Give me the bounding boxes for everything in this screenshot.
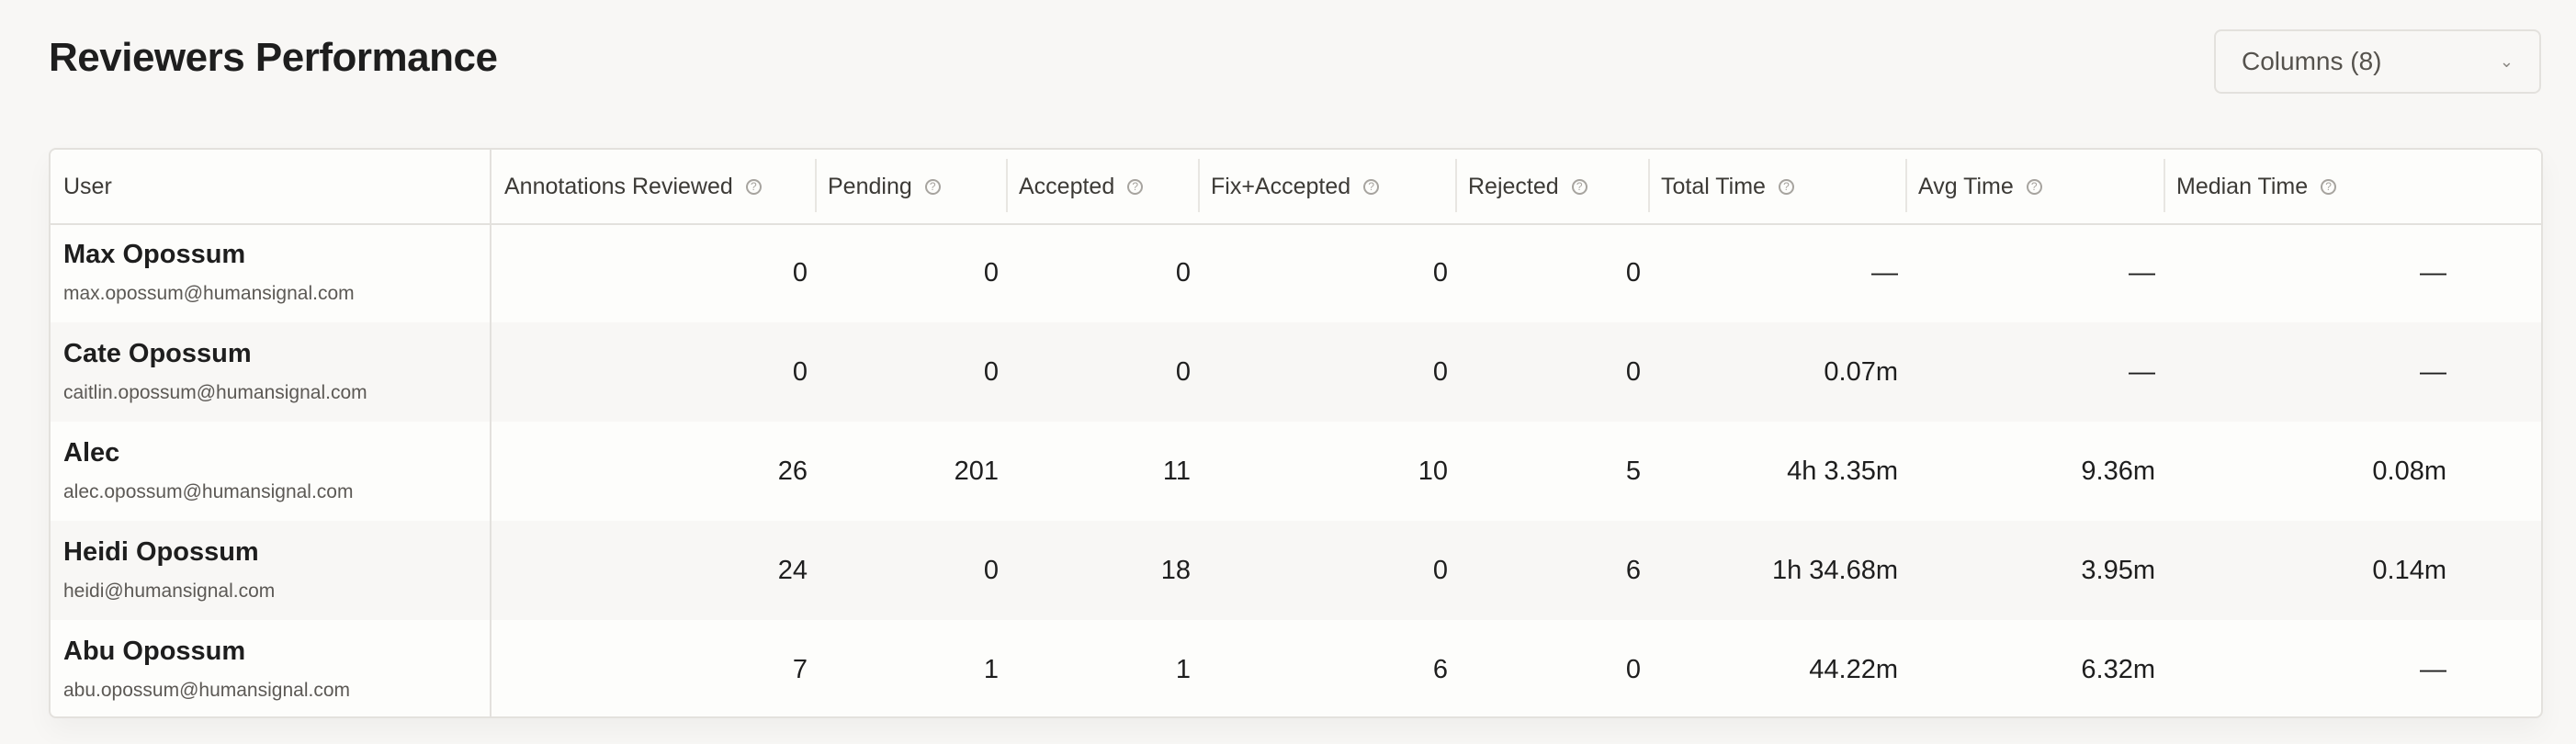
cell-pending: 1 bbox=[983, 654, 999, 684]
cell-rejected: 0 bbox=[1625, 356, 1641, 387]
table-row: Abu Opossum abu.opossum@humansignal.com 7 1… bbox=[51, 620, 2541, 716]
help-icon[interactable]: ? bbox=[745, 178, 762, 195]
help-icon[interactable]: ? bbox=[1363, 178, 1380, 195]
column-header-accepted[interactable]: Accepted? bbox=[1006, 150, 1144, 223]
cell-total-time: — bbox=[1871, 257, 1898, 287]
column-divider bbox=[490, 150, 491, 716]
table-row: Alec alec.opossum@humansignal.com 26 201 11 1… bbox=[51, 422, 2541, 521]
cell-avg-time: 6.32m bbox=[2081, 654, 2155, 684]
cell-total-time: 44.22m bbox=[1809, 654, 1898, 684]
column-header-rejected[interactable]: Rejected? bbox=[1455, 150, 1587, 223]
user-name: Cate Opossum bbox=[63, 339, 252, 368]
cell-fix-accepted: 6 bbox=[1432, 654, 1448, 684]
column-header-label: Avg Time bbox=[1918, 173, 2014, 199]
cell-rejected: 0 bbox=[1625, 654, 1641, 684]
user-cell: Heidi Opossum heidi@humansignal.com bbox=[63, 537, 275, 603]
cell-avg-time: — bbox=[2129, 257, 2155, 287]
user-email: alec.opossum@humansignal.com bbox=[63, 481, 354, 502]
table-row: Max Opossum max.opossum@humansignal.com 0 0… bbox=[51, 223, 2541, 322]
help-icon[interactable]: ? bbox=[1127, 178, 1144, 195]
cell-median-time: — bbox=[2420, 356, 2446, 387]
columns-dropdown-button[interactable]: Columns (8) ⌄ bbox=[2214, 29, 2541, 94]
column-header-annotations-reviewed[interactable]: Annotations Reviewed? bbox=[491, 150, 762, 223]
cell-accepted: 18 bbox=[1160, 555, 1191, 585]
cell-accepted: 0 bbox=[1175, 356, 1191, 387]
column-header-label: Rejected bbox=[1468, 173, 1559, 199]
cell-fix-accepted: 0 bbox=[1432, 356, 1448, 387]
cell-rejected: 0 bbox=[1625, 257, 1641, 287]
cell-fix-accepted: 0 bbox=[1432, 555, 1448, 585]
cell-accepted: 1 bbox=[1175, 654, 1191, 684]
column-header-label: Total Time bbox=[1661, 173, 1766, 199]
chevron-down-icon: ⌄ bbox=[2499, 51, 2514, 71]
cell-avg-time: — bbox=[2129, 356, 2155, 387]
help-icon[interactable]: ? bbox=[2026, 178, 2042, 195]
column-header-label: Median Time bbox=[2176, 173, 2309, 199]
cell-total-time: 0.07m bbox=[1824, 356, 1898, 387]
help-icon[interactable]: ? bbox=[1571, 178, 1587, 195]
column-header-label: Annotations Reviewed bbox=[504, 173, 733, 199]
cell-median-time: — bbox=[2420, 257, 2446, 287]
cell-total-time: 4h 3.35m bbox=[1787, 456, 1898, 486]
cell-avg-time: 3.95m bbox=[2081, 555, 2155, 585]
column-header-pending[interactable]: Pending? bbox=[815, 150, 941, 223]
cell-annotations-reviewed: 7 bbox=[792, 654, 808, 684]
cell-accepted: 11 bbox=[1162, 456, 1191, 486]
cell-rejected: 5 bbox=[1625, 456, 1641, 486]
user-email: max.opossum@humansignal.com bbox=[63, 283, 355, 304]
user-cell: Cate Opossum caitlin.opossum@humansignal.… bbox=[63, 339, 367, 404]
column-header-user[interactable]: User bbox=[51, 150, 112, 223]
cell-accepted: 0 bbox=[1175, 257, 1191, 287]
help-icon[interactable]: ? bbox=[1778, 178, 1794, 195]
cell-annotations-reviewed: 0 bbox=[792, 356, 808, 387]
table-header: User Annotations Reviewed? Pending? Accepte… bbox=[51, 150, 2541, 225]
table-row: Heidi Opossum heidi@humansignal.com 24 0 18 0… bbox=[51, 521, 2541, 620]
cell-median-time: 0.08m bbox=[2372, 456, 2446, 486]
column-header-total-time[interactable]: Total Time? bbox=[1648, 150, 1794, 223]
reviewers-table: User Annotations Reviewed? Pending? Accepte… bbox=[49, 148, 2543, 718]
column-header-fix-accepted[interactable]: Fix+Accepted? bbox=[1198, 150, 1380, 223]
user-email: abu.opossum@humansignal.com bbox=[63, 680, 350, 701]
cell-annotations-reviewed: 24 bbox=[777, 555, 808, 585]
columns-button-label: Columns (8) bbox=[2242, 47, 2382, 75]
cell-annotations-reviewed: 0 bbox=[792, 257, 808, 287]
user-email: heidi@humansignal.com bbox=[63, 581, 276, 602]
cell-median-time: — bbox=[2420, 654, 2446, 684]
user-cell: Alec alec.opossum@humansignal.com bbox=[63, 438, 353, 503]
cell-fix-accepted: 0 bbox=[1432, 257, 1448, 287]
cell-total-time: 1h 34.68m bbox=[1771, 555, 1898, 585]
cell-avg-time: 9.36m bbox=[2081, 456, 2155, 486]
help-icon[interactable]: ? bbox=[2321, 178, 2337, 195]
column-header-median-time[interactable]: Median Time? bbox=[2164, 150, 2337, 223]
cell-pending: 0 bbox=[983, 257, 999, 287]
cell-pending: 0 bbox=[983, 356, 999, 387]
user-email: caitlin.opossum@humansignal.com bbox=[63, 382, 367, 403]
user-cell: Max Opossum max.opossum@humansignal.com bbox=[63, 240, 355, 305]
cell-pending: 201 bbox=[954, 456, 999, 486]
column-header-avg-time[interactable]: Avg Time? bbox=[1905, 150, 2042, 223]
help-icon[interactable]: ? bbox=[924, 178, 941, 195]
user-cell: Abu Opossum abu.opossum@humansignal.com bbox=[63, 637, 350, 702]
column-header-label: User bbox=[63, 173, 112, 199]
table-row: Cate Opossum caitlin.opossum@humansignal.… bbox=[51, 322, 2541, 422]
user-name: Heidi Opossum bbox=[63, 537, 259, 567]
cell-annotations-reviewed: 26 bbox=[777, 456, 808, 486]
cell-fix-accepted: 10 bbox=[1418, 456, 1448, 486]
cell-median-time: 0.14m bbox=[2372, 555, 2446, 585]
column-header-label: Fix+Accepted bbox=[1211, 173, 1351, 199]
column-header-label: Accepted bbox=[1019, 173, 1115, 199]
user-name: Alec bbox=[63, 438, 120, 468]
column-header-label: Pending bbox=[828, 173, 912, 199]
user-name: Abu Opossum bbox=[63, 637, 246, 666]
cell-rejected: 6 bbox=[1625, 555, 1641, 585]
user-name: Max Opossum bbox=[63, 240, 246, 269]
page-title: Reviewers Performance bbox=[49, 35, 498, 80]
cell-pending: 0 bbox=[983, 555, 999, 585]
